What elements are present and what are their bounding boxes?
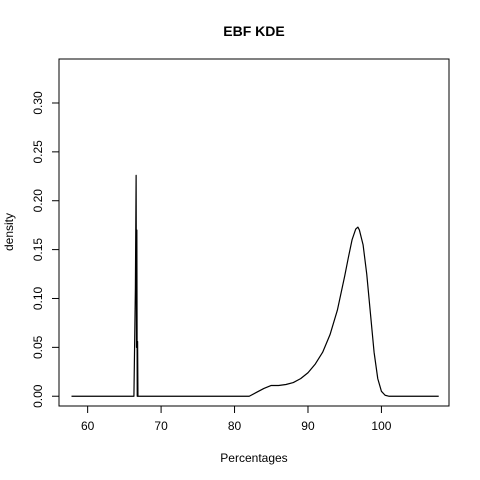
y-tick-label: 0.00 [31,384,45,408]
x-tick-label: 80 [228,419,242,433]
x-tick-label: 70 [154,419,168,433]
y-tick-label: 0.15 [31,238,45,262]
plot-frame [58,58,450,407]
x-axis-label: Percentages [220,451,287,465]
y-axis: 0.00 0.05 0.10 0.15 0.20 0.25 0.30 [31,91,60,408]
x-tick-label: 90 [301,419,315,433]
y-axis-label: density [2,213,16,251]
y-tick-label: 0.25 [31,140,45,164]
x-axis: 60 70 80 90 100 [81,405,392,433]
y-tick-label: 0.30 [31,91,45,115]
x-tick-label: 60 [81,419,95,433]
x-tick-label: 100 [371,419,391,433]
y-tick-label: 0.20 [31,189,45,213]
y-tick-label: 0.10 [31,286,45,310]
chart-title: EBF KDE [223,23,284,39]
density-curve [71,174,439,397]
y-tick-label: 0.05 [31,335,45,359]
